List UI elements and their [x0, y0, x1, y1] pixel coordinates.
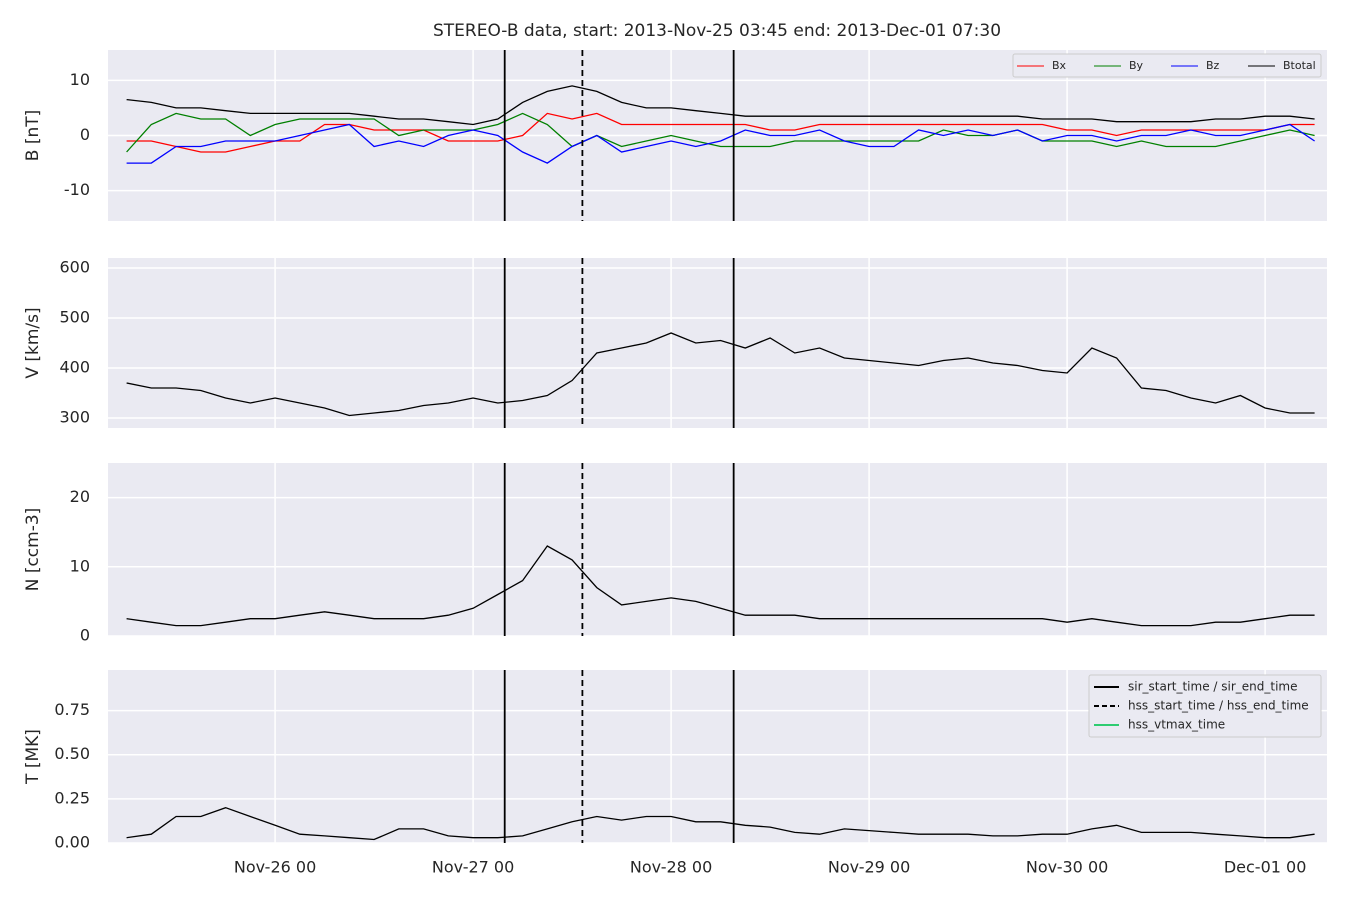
legend-label: By [1129, 59, 1144, 72]
series-line [126, 85, 1315, 126]
series-line [126, 112, 1315, 153]
y-tick-label: 0 [80, 125, 90, 144]
y-axis-label: B [nT] [23, 110, 43, 162]
legend-box [1088, 674, 1322, 738]
legend-label: hss_start_time / hss_end_time [1128, 699, 1309, 713]
x-tick-label: Nov-27 00 [432, 858, 514, 877]
legend-label: Bz [1206, 59, 1220, 72]
y-tick-label: 0.00 [54, 833, 90, 852]
y-tick-label: 400 [59, 358, 90, 377]
y-tick-label: 20 [70, 487, 90, 506]
x-tick-label: Nov-28 00 [630, 858, 712, 877]
plot-background [108, 258, 1327, 428]
y-tick-label: -10 [64, 180, 90, 199]
legend-label: Bx [1052, 59, 1067, 72]
legend-label: sir_start_time / sir_end_time [1128, 680, 1298, 694]
series-line [126, 807, 1315, 841]
x-tick-label: Nov-26 00 [234, 858, 316, 877]
x-tick-label: Nov-29 00 [828, 858, 910, 877]
y-tick-label: 10 [70, 556, 90, 575]
legend-label: Btotal [1283, 59, 1316, 72]
series-line [126, 545, 1315, 627]
y-tick-label: 300 [59, 408, 90, 427]
x-tick-label: Nov-30 00 [1026, 858, 1108, 877]
x-tick-label: Dec-01 00 [1224, 858, 1307, 877]
series-line [126, 112, 1315, 153]
y-tick-label: 600 [59, 258, 90, 277]
y-axis-label: N [ccm-3] [23, 508, 43, 592]
chart-title: STEREO-B data, start: 2013-Nov-25 03:45 … [433, 21, 1001, 41]
legend-box [1012, 53, 1322, 78]
y-tick-label: 0.50 [54, 744, 90, 763]
y-tick-label: 500 [59, 308, 90, 327]
y-axis-label: T [MK] [23, 729, 43, 785]
series-line [126, 332, 1315, 417]
y-axis-label: V [km/s] [23, 307, 43, 378]
plot-background [108, 463, 1327, 636]
y-tick-label: 0 [80, 626, 90, 645]
y-tick-label: 10 [70, 70, 90, 89]
legend-label: hss_vtmax_time [1128, 718, 1225, 732]
y-tick-label: 0.75 [54, 700, 90, 719]
series-line [126, 123, 1315, 164]
y-tick-label: 0.25 [54, 788, 90, 807]
